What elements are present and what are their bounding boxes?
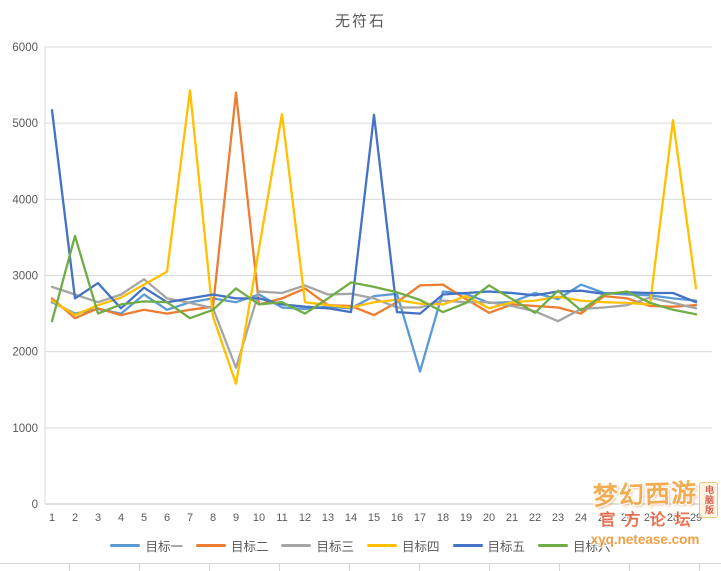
x-tick-label: 12 xyxy=(299,512,311,524)
legend-item-目标五[interactable]: 目标五 xyxy=(452,536,526,555)
legend-label: 目标六 xyxy=(573,540,611,554)
y-tick-label: 3000 xyxy=(12,271,38,283)
legend-label: 目标五 xyxy=(487,540,526,554)
legend-item-目标六[interactable]: 目标六 xyxy=(538,536,611,555)
y-tick-label: 5000 xyxy=(12,118,38,130)
series-line-目标五[interactable] xyxy=(50,109,698,315)
chart-legend: 目标一 目标二 目标三 目标四 目标五 目标六 xyxy=(0,536,721,555)
x-tick-label: 28 xyxy=(667,512,679,524)
legend-label: 目标四 xyxy=(402,540,440,554)
x-tick-label: 24 xyxy=(575,512,587,524)
spreadsheet-gridline-strip xyxy=(0,563,721,571)
legend-label: 目标二 xyxy=(230,540,269,554)
series-line-目标一[interactable] xyxy=(50,283,698,373)
x-tick-label: 6 xyxy=(164,512,170,524)
x-tick-label: 18 xyxy=(437,512,449,524)
x-tick-label: 9 xyxy=(233,512,239,524)
x-tick-label: 22 xyxy=(529,512,541,524)
x-tick-label: 19 xyxy=(460,512,472,524)
x-tick-label: 1 xyxy=(49,512,55,524)
x-tick-label: 7 xyxy=(187,512,193,524)
y-tick-label: 1000 xyxy=(12,423,38,435)
legend-item-目标四[interactable]: 目标四 xyxy=(367,536,440,555)
y-tick-label: 6000 xyxy=(12,42,38,54)
x-tick-label: 25 xyxy=(598,512,610,524)
x-tick-label: 23 xyxy=(552,512,564,524)
legend-item-目标二[interactable]: 目标二 xyxy=(195,536,269,555)
legend-line-swatch-icon xyxy=(452,543,483,548)
legend-label: 目标一 xyxy=(145,540,183,554)
x-tick-label: 2 xyxy=(72,512,78,524)
x-tick-label: 14 xyxy=(345,512,357,524)
legend-item-目标三[interactable]: 目标三 xyxy=(281,536,354,555)
x-tick-label: 27 xyxy=(644,512,656,524)
x-tick-label: 3 xyxy=(95,512,101,524)
legend-line-swatch-icon xyxy=(110,543,141,548)
x-tick-label: 4 xyxy=(118,512,124,524)
legend-label: 目标三 xyxy=(316,540,354,554)
series-line-目标三[interactable] xyxy=(50,278,698,369)
x-tick-label: 11 xyxy=(276,512,287,524)
y-tick-label: 2000 xyxy=(12,347,38,359)
y-tick-label: 0 xyxy=(32,499,38,511)
series-line-目标六[interactable] xyxy=(50,234,698,323)
legend-line-swatch-icon xyxy=(281,543,312,548)
legend-line-swatch-icon xyxy=(195,543,226,548)
x-tick-label: 26 xyxy=(621,512,633,524)
legend-line-swatch-icon xyxy=(367,543,397,548)
x-tick-label: 15 xyxy=(368,512,380,524)
x-tick-label: 16 xyxy=(391,512,403,524)
x-tick-label: 17 xyxy=(414,512,426,524)
legend-item-目标一[interactable]: 目标一 xyxy=(110,536,183,555)
legend-line-swatch-icon xyxy=(538,543,569,548)
chart-title[interactable]: 无符石 xyxy=(334,13,386,30)
x-tick-label: 13 xyxy=(322,512,334,524)
x-tick-label: 21 xyxy=(506,512,518,524)
x-tick-label: 29 xyxy=(690,512,702,524)
x-tick-label: 10 xyxy=(253,512,265,524)
x-tick-label: 5 xyxy=(141,512,147,524)
x-tick-label: 8 xyxy=(210,512,216,524)
x-tick-label: 20 xyxy=(483,512,495,524)
y-tick-label: 4000 xyxy=(12,194,38,206)
series-line-目标四[interactable] xyxy=(50,89,698,385)
